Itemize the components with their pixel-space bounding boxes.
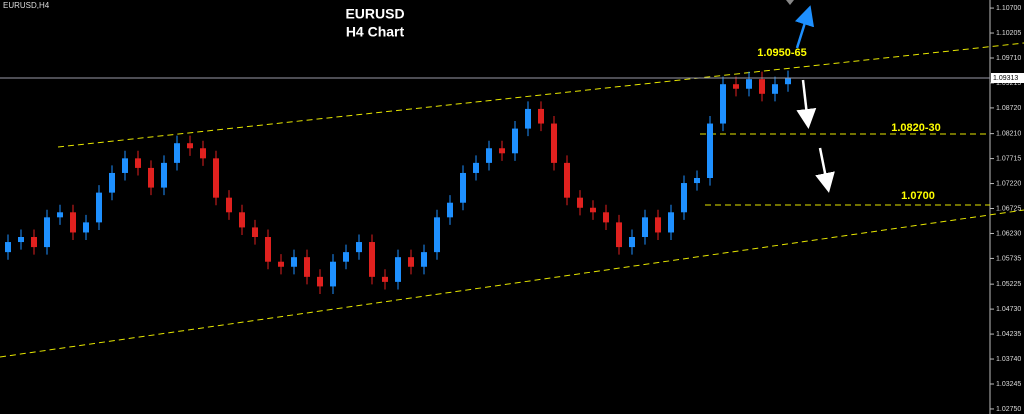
candle-body [720,84,726,124]
candle-body [317,276,323,287]
candle-body [96,192,102,223]
y-tick-label: 1.10700 [996,5,1021,12]
candle-body [772,84,778,94]
candle-body [174,143,180,163]
candle-body [616,222,622,248]
candle-body [200,148,206,159]
candle-body [5,242,11,253]
candle-body [603,212,609,223]
arrow-down [796,79,817,129]
candle-body [668,212,674,233]
y-tick-label: 1.08720 [996,105,1021,112]
candle-body [473,162,479,173]
candle-body [486,148,492,163]
candle-body [148,167,154,188]
y-tick-label: 1.06725 [996,205,1021,212]
candle-body [395,257,401,282]
candle-body [538,108,544,124]
candle-body [278,261,284,267]
y-tick-label: 1.10205 [996,30,1021,37]
y-tick-label: 1.03740 [996,356,1021,363]
candle-body [330,261,336,287]
y-tick-label: 1.02750 [996,406,1021,413]
y-tick-label: 1.04235 [996,331,1021,338]
annotation: 1.0700 [901,190,935,202]
candle-body [681,183,687,213]
candle-body [135,158,141,168]
candle-body [759,79,765,94]
chart-subtitle: H4 Chart [346,24,405,40]
candle-body [577,197,583,208]
annotation: 1.0820-30 [891,122,941,134]
candle-body [109,172,115,193]
candle-body [304,257,310,277]
candle-body [421,252,427,267]
candle-body [252,227,258,238]
y-tick-label: 1.06230 [996,230,1021,237]
candle-body [187,143,193,149]
y-tick-label: 1.07715 [996,155,1021,162]
y-tick-label: 1.05225 [996,281,1021,288]
candle-body [785,78,791,85]
chart-title: EURUSD [345,6,404,22]
candle-body [564,162,570,198]
candle-body [291,257,297,267]
candle-body [382,276,388,282]
y-tick-label: 1.09710 [996,55,1021,62]
candle-body [226,197,232,213]
candle-body [408,257,414,267]
y-tick-label: 1.08210 [996,130,1021,137]
candle-body [83,222,89,233]
candle-body [434,217,440,253]
candle-body [356,242,362,253]
candle-body [161,162,167,188]
marker-icon [786,0,794,5]
current-price-label: 1.09313 [993,75,1018,82]
channel-lower [0,209,1024,358]
candle-body [707,123,713,179]
candle-body [44,217,50,248]
candle-body [31,237,37,248]
y-tick-label: 1.07220 [996,180,1021,187]
candle-body [512,128,518,154]
arrow-up [794,5,815,49]
candle-body [343,252,349,262]
current-price-box [991,73,1024,84]
candle-body [733,84,739,89]
y-tick-label: 1.03245 [996,381,1021,388]
candle-body [239,212,245,228]
candle-body [70,212,76,233]
annotation: 1.0950-65 [757,47,807,59]
candle-body [213,158,219,198]
candle-body [460,172,466,203]
candle-body [265,237,271,262]
candle-body [525,108,531,129]
candle-body [655,217,661,233]
candle-body [694,178,700,184]
y-tick-label: 1.04730 [996,306,1021,313]
candle-body [590,207,596,213]
candle-body [499,148,505,154]
y-tick-label: 1.05735 [996,255,1021,262]
candle-body [629,237,635,248]
candle-body [122,158,128,173]
candle-body [369,242,375,277]
symbol-label: EURUSD,H4 [3,1,50,10]
candle-body [57,212,63,218]
channel-upper [57,42,1024,148]
arrow-down [815,147,835,193]
candle-body [18,237,24,243]
candle-body [551,123,557,163]
candle-body [746,79,752,89]
candle-body [447,202,453,218]
candle-body [642,217,648,238]
y-tick-label: 1.09215 [996,80,1021,87]
